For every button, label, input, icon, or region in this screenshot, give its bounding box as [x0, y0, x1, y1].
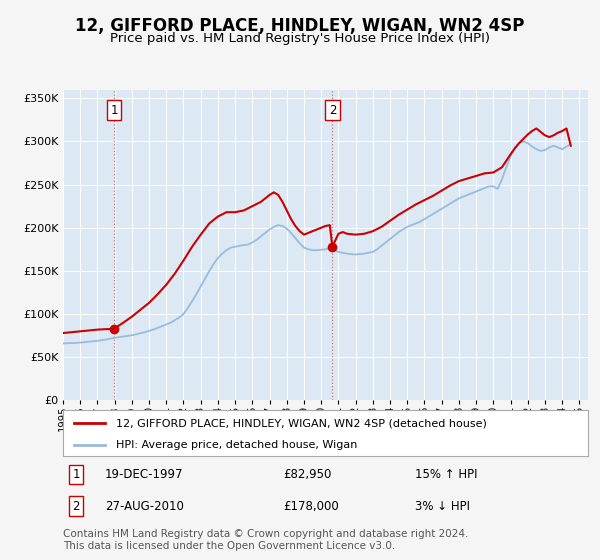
- Text: 12, GIFFORD PLACE, HINDLEY, WIGAN, WN2 4SP: 12, GIFFORD PLACE, HINDLEY, WIGAN, WN2 4…: [76, 17, 524, 35]
- Text: 1: 1: [110, 104, 118, 116]
- Text: HPI: Average price, detached house, Wigan: HPI: Average price, detached house, Wiga…: [115, 440, 357, 450]
- Text: £82,950: £82,950: [284, 468, 332, 481]
- Text: Contains HM Land Registry data © Crown copyright and database right 2024.
This d: Contains HM Land Registry data © Crown c…: [63, 529, 469, 551]
- Text: 27-AUG-2010: 27-AUG-2010: [105, 500, 184, 512]
- Text: Price paid vs. HM Land Registry's House Price Index (HPI): Price paid vs. HM Land Registry's House …: [110, 32, 490, 45]
- Text: 2: 2: [73, 500, 80, 512]
- Text: 1: 1: [73, 468, 80, 481]
- Text: 3% ↓ HPI: 3% ↓ HPI: [415, 500, 470, 512]
- Text: £178,000: £178,000: [284, 500, 339, 512]
- Text: 12, GIFFORD PLACE, HINDLEY, WIGAN, WN2 4SP (detached house): 12, GIFFORD PLACE, HINDLEY, WIGAN, WN2 4…: [115, 418, 487, 428]
- Text: 15% ↑ HPI: 15% ↑ HPI: [415, 468, 477, 481]
- Text: 19-DEC-1997: 19-DEC-1997: [105, 468, 184, 481]
- Text: 2: 2: [329, 104, 336, 116]
